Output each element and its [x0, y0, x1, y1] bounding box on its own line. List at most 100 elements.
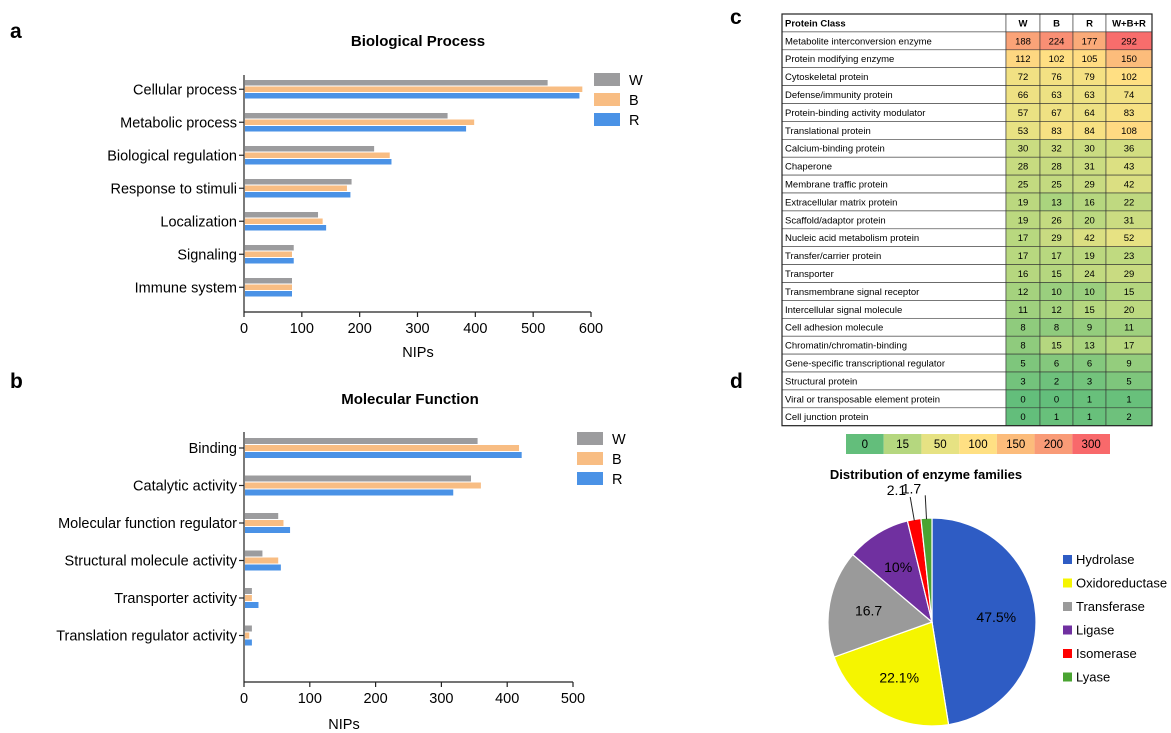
pie-legend-label: Isomerase: [1076, 646, 1137, 661]
pie-legend-label: Lyase: [1076, 670, 1110, 685]
scale-swatch: [883, 434, 922, 454]
protein-count: 20: [1084, 215, 1095, 226]
bp-bar-B: [245, 152, 390, 158]
mf-category-label: Catalytic activity: [133, 479, 238, 495]
protein-class-name: Structural protein: [785, 376, 857, 387]
bp-bar-B: [245, 218, 323, 224]
chart-a-title: Biological Process: [351, 33, 485, 50]
protein-count: 1: [1087, 394, 1092, 405]
protein-count: 32: [1051, 144, 1062, 155]
pie-legend-swatch: [1063, 578, 1072, 588]
table-header-label: Protein Class: [785, 18, 846, 29]
protein-count: 8: [1020, 323, 1025, 334]
pie-leader-line: [924, 495, 928, 520]
bp-legend-swatch-W: [594, 73, 620, 86]
bp-category-label: Biological regulation: [107, 148, 237, 164]
bp-legend-label-W: W: [629, 73, 643, 89]
mf-legend-label-B: B: [612, 452, 622, 468]
mf-bar-R: [245, 602, 259, 608]
protein-count: 74: [1124, 90, 1135, 101]
protein-count: 30: [1084, 144, 1095, 155]
scale-label: 0: [862, 439, 868, 451]
protein-count: 31: [1124, 215, 1135, 226]
bp-bar-B: [245, 251, 293, 257]
protein-count: 19: [1084, 251, 1095, 262]
bp-legend-swatch-B: [594, 93, 620, 106]
protein-count: 16: [1084, 197, 1095, 208]
protein-count: 29: [1124, 269, 1135, 280]
protein-count: 20: [1124, 305, 1135, 316]
protein-count: 8: [1054, 323, 1059, 334]
mf-bar-B: [245, 482, 481, 489]
biological-process-chart: Biological Process NIPs 0 100 200 300 400 500…: [107, 33, 643, 361]
scale-label: 150: [1006, 439, 1025, 451]
mf-x-tick-label: 500: [561, 691, 585, 707]
bp-category-label: Response to stimuli: [110, 181, 237, 197]
bp-x-tick-label: 500: [521, 321, 545, 337]
pie-legend-swatch: [1063, 649, 1072, 658]
bp-bar-B: [245, 119, 475, 125]
protein-count: 1: [1126, 394, 1131, 405]
mf-bar-W: [245, 625, 252, 632]
protein-count: 188: [1015, 36, 1031, 47]
scale-swatch: [1034, 434, 1073, 454]
table-header-label: W: [1019, 18, 1028, 29]
bp-category-label: Localization: [160, 214, 237, 230]
bp-bar-R: [245, 291, 293, 297]
mf-bar-R: [245, 489, 454, 496]
protein-count: 64: [1084, 108, 1095, 119]
protein-class-name: Defense/immunity protein: [785, 90, 893, 101]
protein-count: 19: [1018, 215, 1029, 226]
protein-class-name: Transfer/carrier protein: [785, 251, 881, 262]
color-scale-legend: 0 15 50 100 150 200 300: [846, 434, 1110, 454]
bp-legend-label-B: B: [629, 93, 639, 109]
bp-x-tick-label: 0: [240, 321, 248, 337]
chart-a-xlabel: NIPs: [402, 345, 433, 361]
bp-bar-R: [245, 126, 467, 132]
protein-count: 3: [1087, 376, 1092, 387]
protein-count: 43: [1124, 162, 1135, 173]
protein-count: 42: [1124, 180, 1135, 191]
protein-count: 2: [1054, 376, 1059, 387]
mf-bar-B: [245, 445, 520, 451]
bp-category-label: Cellular process: [133, 82, 237, 98]
bp-bar-W: [245, 80, 548, 86]
protein-count: 1: [1087, 412, 1092, 423]
protein-count: 17: [1018, 233, 1029, 244]
pie-slice-label: 2.1: [887, 482, 907, 498]
protein-count: 30: [1018, 144, 1029, 155]
bp-x-tick-label: 600: [579, 321, 603, 337]
protein-count: 12: [1018, 287, 1029, 298]
protein-class-name: Transporter: [785, 269, 834, 280]
protein-class-name: Intercellular signal molecule: [785, 305, 902, 316]
protein-count: 84: [1084, 126, 1095, 137]
protein-count: 79: [1084, 72, 1095, 83]
protein-count: 292: [1121, 36, 1137, 47]
bp-category-label: Immune system: [135, 280, 237, 296]
protein-count: 6: [1054, 359, 1059, 370]
mf-category-label: Translation regulator activity: [56, 629, 238, 645]
protein-count: 13: [1051, 197, 1062, 208]
panel-letter-d: d: [730, 370, 743, 393]
mf-bar-B: [245, 595, 252, 601]
protein-class-name: Chromatin/chromatin-binding: [785, 341, 907, 352]
protein-count: 5: [1126, 376, 1131, 387]
bp-bar-R: [245, 159, 392, 165]
pie-slice-label: 10%: [884, 559, 912, 575]
bp-bar-B: [245, 284, 293, 290]
protein-count: 177: [1082, 36, 1098, 47]
bp-x-tick-label: 100: [290, 321, 314, 337]
protein-count: 24: [1084, 269, 1095, 280]
bp-bar-R: [245, 225, 327, 231]
protein-count: 19: [1018, 197, 1029, 208]
mf-category-label: Binding: [189, 441, 237, 457]
scale-label: 50: [934, 439, 947, 451]
protein-count: 57: [1018, 108, 1029, 119]
protein-class-name: Calcium-binding protein: [785, 144, 885, 155]
protein-count: 150: [1121, 54, 1137, 65]
panel-letter-b: b: [10, 370, 23, 393]
protein-count: 8: [1020, 341, 1025, 352]
scale-swatch: [996, 434, 1035, 454]
protein-count: 6: [1087, 359, 1092, 370]
